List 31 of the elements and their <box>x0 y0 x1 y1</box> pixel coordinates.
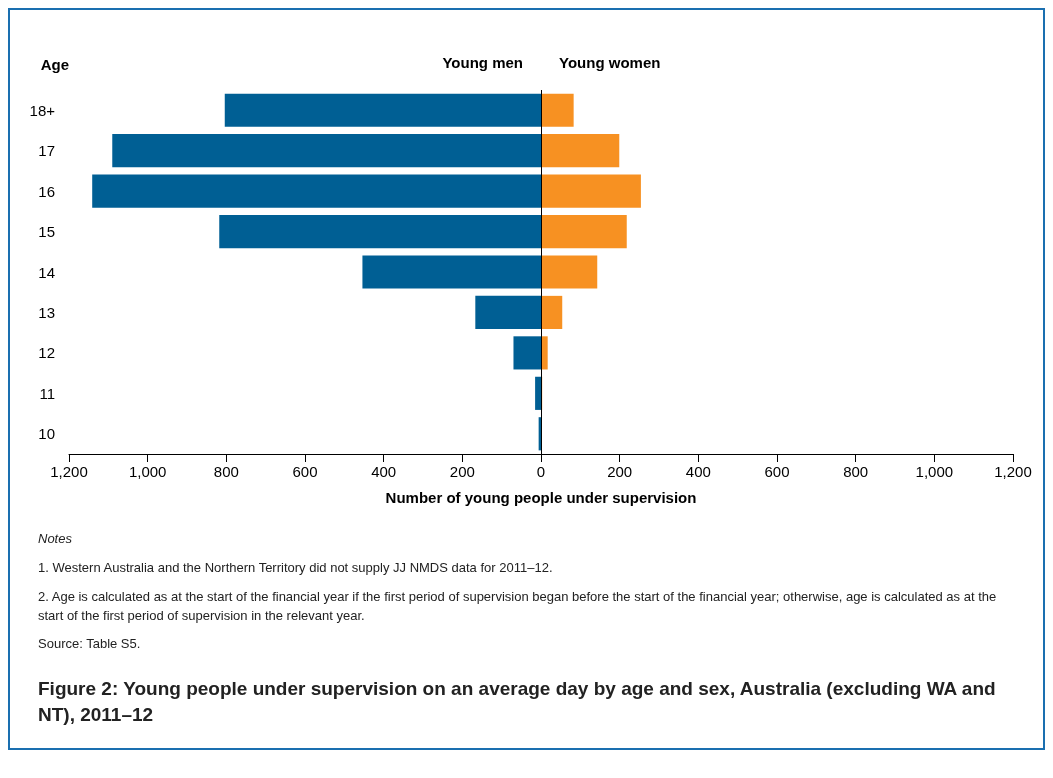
text: 2. Age is calculated as at the start of the financial year if the first period of supervision began before the start of the financial year; otherwise, age is calculated as at the start of the first period of supervision in the relevant year. <box>38 587 998 625</box>
x-tick-label: 200 <box>607 463 633 480</box>
y-tick-label: 11 <box>39 384 55 402</box>
x-tick-label: 1,200 <box>50 463 88 480</box>
y-tick-label: 10 <box>38 425 55 443</box>
y-tick-label: 17 <box>38 142 55 160</box>
text: Notes <box>38 530 73 548</box>
x-tick-label: 1,000 <box>128 463 167 480</box>
text: Figure 2: Young people under supervision on an average day by age and sex, Australia (excluding WA and NT), 2011–12 <box>38 677 997 727</box>
x-tick-label: 800 <box>213 463 239 480</box>
x-tick-label: 1,000 <box>915 463 954 480</box>
y-axis-title: Age <box>40 56 69 73</box>
y-tick-label: 13 <box>38 303 55 321</box>
x-tick-label: 800 <box>843 463 869 480</box>
text: 1. Western Australia and the Northern Territory did not supply JJ NMDS data for 2011–12. <box>38 558 554 577</box>
y-tick-label: 16 <box>38 182 55 200</box>
x-tick-label: 0 <box>536 463 546 480</box>
series-label: Young women <box>559 53 661 71</box>
x-tick-label: 200 <box>449 463 475 480</box>
x-tick-label: 600 <box>292 463 318 480</box>
series-label: Young men <box>442 53 523 71</box>
x-tick-label: 600 <box>764 463 790 480</box>
source-note: Source: Table S5. <box>38 635 142 654</box>
y-tick-label: 12 <box>38 344 55 362</box>
x-tick-label: 1,200 <box>994 463 1032 480</box>
y-tick-label: 14 <box>38 263 55 281</box>
x-axis-title: Number of young people under supervision <box>385 489 697 506</box>
x-tick-label: 400 <box>371 463 397 480</box>
x-tick-label: 400 <box>685 463 711 480</box>
y-tick-label: 15 <box>38 223 55 241</box>
y-tick-label: 18+ <box>29 101 56 119</box>
